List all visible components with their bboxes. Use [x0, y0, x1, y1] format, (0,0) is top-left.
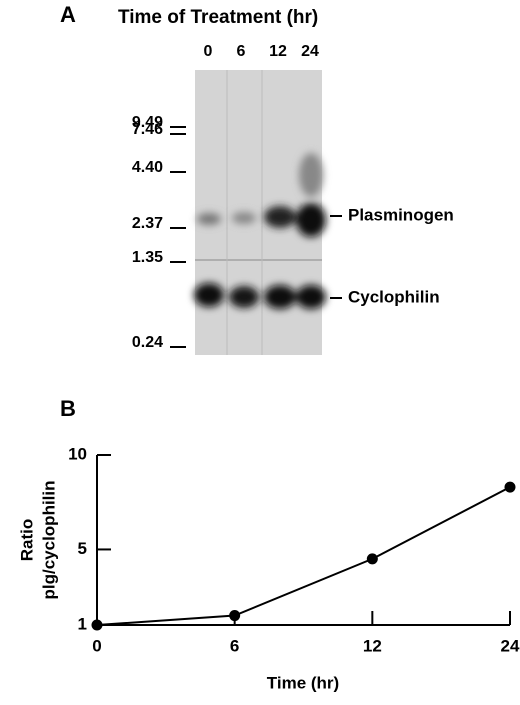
x-tick-label: 24: [501, 636, 520, 655]
point: [504, 481, 516, 493]
point: [229, 610, 241, 622]
size-marker-label: 9.49: [132, 114, 163, 131]
x-axis-label: Time (hr): [267, 673, 339, 692]
band: [296, 203, 326, 237]
band: [197, 213, 221, 225]
panel-label: A: [60, 2, 76, 27]
band: [264, 206, 296, 228]
line: [96, 486, 511, 626]
lane-label: 12: [269, 43, 287, 60]
band: [229, 286, 259, 308]
lane-label: 6: [237, 43, 246, 60]
y-axis-label: plg/cyclophilin: [39, 480, 58, 599]
point: [366, 553, 378, 565]
lane-label: 24: [301, 43, 319, 60]
y-axis-label: Ratio: [17, 519, 36, 562]
band: [232, 212, 256, 224]
size-marker-label: 7.46: [132, 121, 163, 138]
y-tick-label: 1: [78, 614, 87, 633]
lane-label: 0: [204, 43, 213, 60]
size-marker-label: 0.24: [132, 334, 163, 351]
band-label: Cyclophilin: [348, 287, 440, 306]
band: [194, 283, 224, 307]
band: [264, 285, 296, 309]
x-tick-label: 12: [363, 636, 382, 655]
x-tick-label: 6: [230, 636, 239, 655]
band-smear: [299, 153, 323, 197]
point: [91, 619, 103, 631]
y-tick-label: 5: [78, 539, 87, 558]
blot-title: Time of Treatment (hr): [118, 7, 318, 28]
panel-label: B: [60, 396, 76, 421]
band: [296, 285, 326, 309]
blot: [194, 70, 326, 355]
x-tick-label: 0: [92, 636, 101, 655]
band-label: Plasminogen: [348, 205, 454, 224]
size-marker-label: 4.40: [132, 159, 163, 176]
y-tick-label: 10: [68, 444, 87, 463]
size-marker-label: 2.37: [132, 215, 163, 232]
band-signals: [194, 153, 326, 309]
size-marker-label: 1.35: [132, 249, 163, 266]
